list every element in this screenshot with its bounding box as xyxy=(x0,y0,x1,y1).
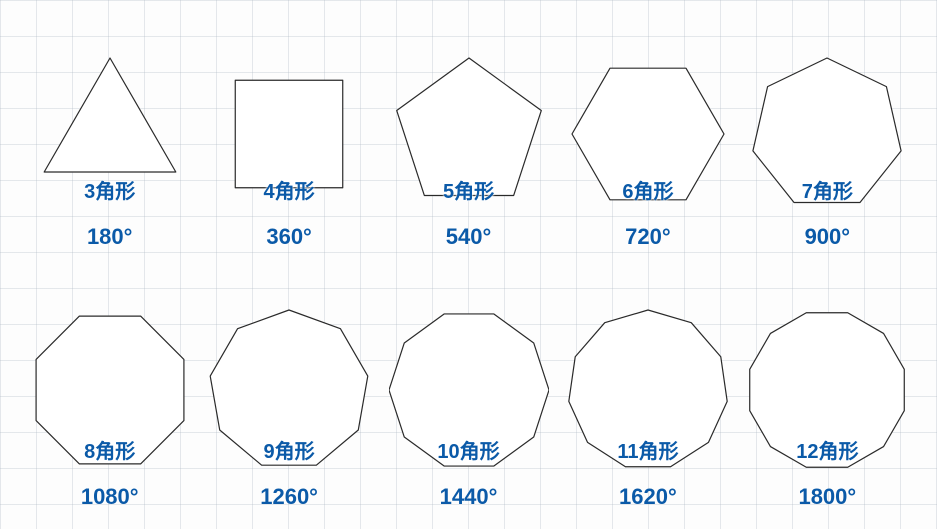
polygon-shape-dodecagon: 12角形 xyxy=(747,306,907,476)
polygon-cell: 5角形 540° xyxy=(379,46,558,250)
polygon-name-label: 7角形 xyxy=(802,175,853,204)
polygon-cell: 10角形 1440° xyxy=(379,306,558,510)
polygon-angle-label: 180° xyxy=(87,224,133,250)
polygon-name-label: 9角形 xyxy=(264,435,315,464)
polygon-angle-label: 900° xyxy=(805,224,851,250)
polygon-cell: 8角形 1080° xyxy=(20,306,199,510)
polygon-shape-nonagon: 9角形 xyxy=(209,306,369,476)
polygon-shape-square: 4角形 xyxy=(209,46,369,216)
polygon-cell: 9角形 1260° xyxy=(199,306,378,510)
polygon-cell: 7角形 900° xyxy=(738,46,917,250)
polygon-shape-decagon: 10角形 xyxy=(389,306,549,476)
polygon-cell: 11角形 1620° xyxy=(558,306,737,510)
polygon-name-label: 3角形 xyxy=(84,175,135,204)
polygon-name-label: 4角形 xyxy=(264,175,315,204)
polygon-angle-label: 1080° xyxy=(81,484,139,510)
polygon-shape-hendecagon: 11角形 xyxy=(568,306,728,476)
polygon-angle-label: 540° xyxy=(446,224,492,250)
polygon-shape-triangle: 3角形 xyxy=(30,46,190,216)
polygon-shape-heptagon: 7角形 xyxy=(747,46,907,216)
polygon-name-label: 8角形 xyxy=(84,435,135,464)
polygon-name-label: 10角形 xyxy=(437,435,499,464)
polygon-name-label: 12角形 xyxy=(796,435,858,464)
polygon-angle-label: 1800° xyxy=(798,484,856,510)
polygon-angle-label: 1260° xyxy=(260,484,318,510)
polygon-row-2: 8角形 1080° 9角形 1260° 10角形 1440° 11角形 1620… xyxy=(0,250,937,510)
polygon-name-label: 5角形 xyxy=(443,175,494,204)
polygon-shape-hexagon: 6角形 xyxy=(568,46,728,216)
polygon-path xyxy=(235,80,342,187)
polygon-cell: 3角形 180° xyxy=(20,46,199,250)
polygon-row-1: 3角形 180° 4角形 360° 5角形 540° 6角形 720° xyxy=(0,0,937,250)
polygon-name-label: 11角形 xyxy=(617,435,678,464)
polygon-cell: 6角形 720° xyxy=(558,46,737,250)
polygon-cell: 12角形 1800° xyxy=(738,306,917,510)
polygon-shape-octagon: 8角形 xyxy=(30,306,190,476)
polygon-cell: 4角形 360° xyxy=(199,46,378,250)
polygon-angle-label: 720° xyxy=(625,224,671,250)
polygon-angle-label: 1440° xyxy=(440,484,498,510)
polygon-angle-label: 360° xyxy=(266,224,312,250)
diagram-content: 3角形 180° 4角形 360° 5角形 540° 6角形 720° xyxy=(0,0,937,529)
polygon-name-label: 6角形 xyxy=(622,175,673,204)
polygon-path xyxy=(44,58,176,172)
polygon-shape-pentagon: 5角形 xyxy=(389,46,549,216)
polygon-angle-label: 1620° xyxy=(619,484,677,510)
